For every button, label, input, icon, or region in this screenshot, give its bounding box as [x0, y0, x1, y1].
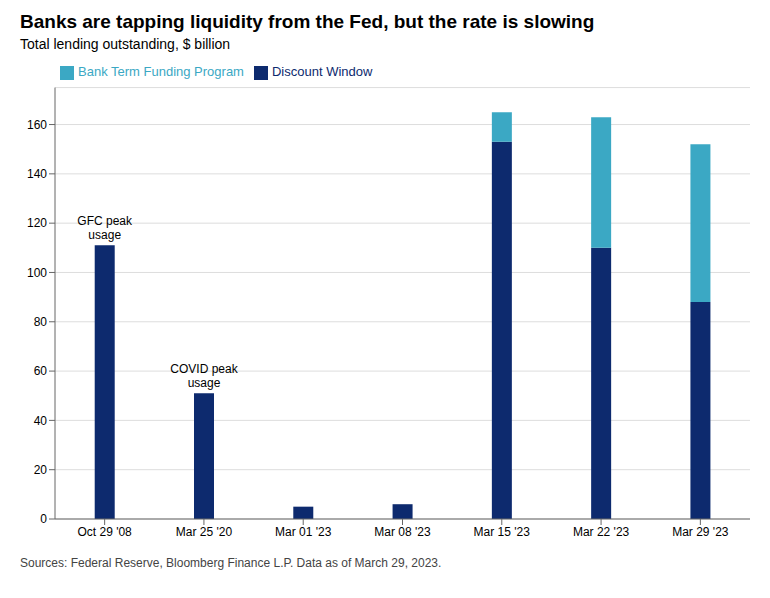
- svg-text:GFC peakusage: GFC peakusage: [77, 214, 133, 242]
- svg-text:0: 0: [40, 512, 47, 526]
- html-text:Sources: Federal Reserve, Bloo: Sources: Federal Reserve, Bloomberg Fina…: [20, 556, 442, 570]
- svg-text:Mar 22 '23: Mar 22 '23: [573, 525, 630, 539]
- svg-text:40: 40: [34, 414, 48, 428]
- html-text:Bank Term Funding Program: Bank Term Funding Program: [78, 64, 244, 79]
- svg-text:COVID peakusage: COVID peakusage: [170, 362, 238, 390]
- html-text:Total lending outstanding, $ b: Total lending outstanding, $ billion: [20, 36, 231, 52]
- html-text:Discount Window: Discount Window: [272, 64, 373, 79]
- svg-text:60: 60: [34, 364, 48, 378]
- svg-text:160: 160: [27, 118, 47, 132]
- svg-text:80: 80: [34, 315, 48, 329]
- svg-text:Mar 29 '23: Mar 29 '23: [672, 525, 729, 539]
- svg-text:140: 140: [27, 167, 47, 181]
- svg-text:Mar 25 '20: Mar 25 '20: [176, 525, 233, 539]
- svg-text:Mar 01 '23: Mar 01 '23: [275, 525, 332, 539]
- svg-text:Mar 15 '23: Mar 15 '23: [474, 525, 531, 539]
- svg-text:120: 120: [27, 216, 47, 230]
- svg-text:Mar 08 '23: Mar 08 '23: [374, 525, 431, 539]
- svg-text:Oct 29 '08: Oct 29 '08: [77, 525, 132, 539]
- svg-text:100: 100: [27, 266, 47, 280]
- svg-text:20: 20: [34, 463, 48, 477]
- html-text:Banks are tapping liquidity fr: Banks are tapping liquidity from the Fed…: [20, 11, 595, 32]
